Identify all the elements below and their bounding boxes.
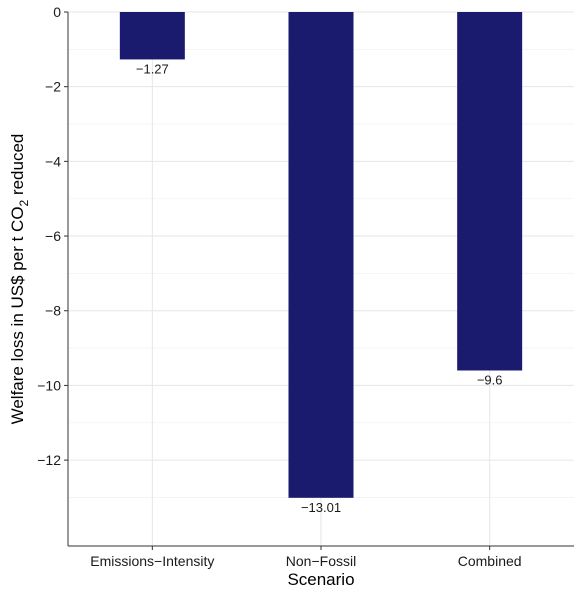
bar-value-label: −13.01 (301, 500, 341, 515)
y-axis-title-subscript: 2 (17, 199, 31, 206)
bar-value-label: −1.27 (136, 61, 169, 76)
y-axis-title-suffix: reduced (8, 134, 27, 200)
y-tick-label: 0 (53, 4, 61, 20)
y-tick-label: −10 (37, 377, 61, 393)
data-labels: −1.27 −13.01 −9.6 (136, 61, 503, 514)
bars (119, 12, 523, 498)
x-axis-title: Scenario (287, 570, 354, 589)
bar-value-label: −9.6 (477, 372, 503, 387)
y-tick-label: −8 (45, 303, 61, 319)
y-axis-title: Welfare loss in US$ per t CO2 reduced (8, 134, 31, 425)
y-axis-title-prefix: Welfare loss in US$ per t CO (8, 206, 27, 424)
y-tick-label: −6 (45, 228, 61, 244)
y-tick-label: −4 (45, 153, 61, 169)
x-tick-label: Non−Fossil (286, 553, 356, 569)
y-tick-labels: 0 −2 −4 −6 −8 −10 −12 (37, 4, 61, 468)
x-tick-labels: Emissions−Intensity Non−Fossil Combined (90, 553, 521, 569)
bar (288, 12, 354, 498)
y-tick-label: −2 (45, 79, 61, 95)
x-tick-label: Emissions−Intensity (90, 553, 214, 569)
bar (119, 12, 185, 60)
y-tick-label: −12 (37, 452, 61, 468)
bar (457, 12, 523, 371)
axes (64, 11, 574, 550)
x-tick-label: Combined (458, 553, 522, 569)
